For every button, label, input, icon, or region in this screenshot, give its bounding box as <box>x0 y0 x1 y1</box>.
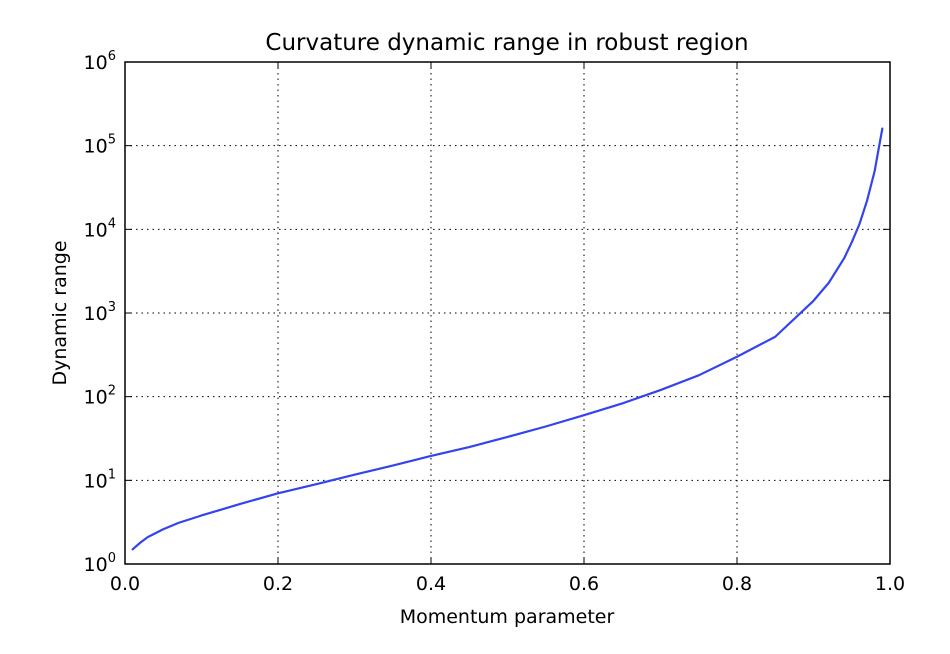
series-line <box>131 127 884 551</box>
chart-title: Curvature dynamic range in robust region <box>265 30 748 56</box>
y-tick-label: 105 <box>84 133 116 158</box>
y-tick-label: 106 <box>84 49 116 74</box>
x-tick-label: 0.6 <box>569 573 599 595</box>
y-tick-labels: 100 101 102 103 104 105 106 <box>84 49 116 576</box>
y-tick-label: 103 <box>84 300 116 325</box>
x-tick-label: 0.4 <box>416 573 446 595</box>
x-tick-label: 0.0 <box>110 573 140 595</box>
x-tick-label: 1.0 <box>875 573 905 595</box>
grid-lines <box>125 62 890 564</box>
y-axis-label: Dynamic range <box>49 240 71 385</box>
series-layer <box>131 127 884 551</box>
x-tick-label: 0.8 <box>722 573 752 595</box>
y-tick-label: 101 <box>84 467 116 492</box>
y-tick-label: 104 <box>84 216 116 241</box>
x-tick-labels: 0.0 0.2 0.4 0.6 0.8 1.0 <box>110 573 905 595</box>
x-tick-label: 0.2 <box>263 573 293 595</box>
y-tick-label: 100 <box>84 551 116 576</box>
y-tick-label: 102 <box>84 384 116 409</box>
tick-marks <box>124 61 891 565</box>
x-axis-label: Momentum parameter <box>400 606 615 628</box>
